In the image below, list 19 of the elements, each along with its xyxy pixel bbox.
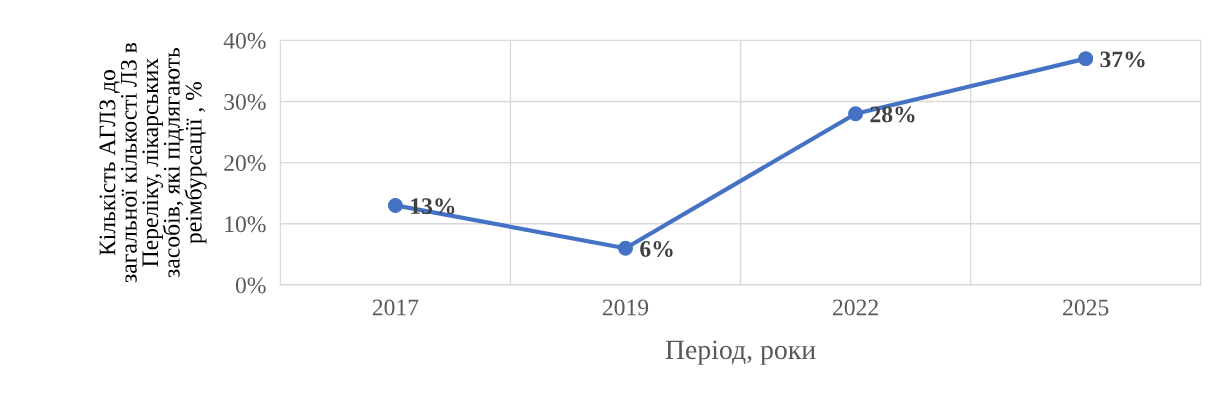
y-tick-label: 40% xyxy=(223,32,266,49)
x-tick-label: 2025 xyxy=(1063,299,1109,316)
y-tick-label: 0% xyxy=(235,277,266,294)
text: 13% xyxy=(411,198,455,215)
x-tick-label: 2019 xyxy=(602,299,649,316)
point xyxy=(848,106,864,122)
point xyxy=(618,240,633,256)
point xyxy=(1078,51,1094,67)
text: 6% xyxy=(640,240,673,257)
y-tick-label: 20% xyxy=(224,155,266,172)
x-tick-label: 2022 xyxy=(833,299,878,316)
y-axis-title: Кількість АГЛЗ до загальної кількості ЛЗ в Переліку, лікарських засобів, які підлягають реімбурсації , % xyxy=(99,42,207,283)
text: 28% xyxy=(870,106,915,123)
y-tick-label: 30% xyxy=(224,93,266,110)
text: 37% xyxy=(1100,51,1145,68)
point xyxy=(387,197,403,213)
x-tick-label: 2017 xyxy=(372,299,419,316)
x-axis-title: Період, роки xyxy=(665,340,816,365)
y-tick-label: 10% xyxy=(225,216,266,233)
